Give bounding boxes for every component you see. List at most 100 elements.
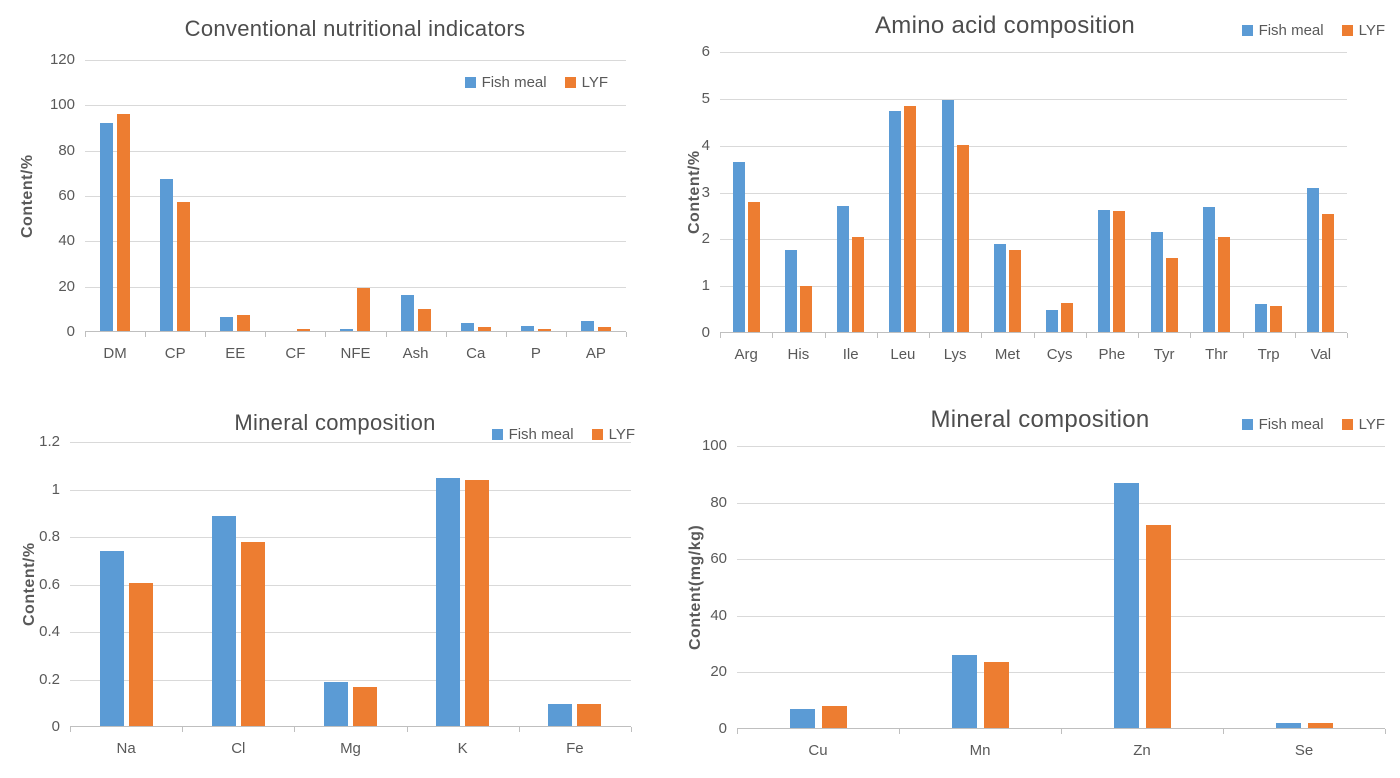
category-label-cl: Cl: [231, 740, 246, 757]
bar-fish-meal-trp: [1255, 304, 1268, 333]
bar-lyf-leu: [904, 106, 917, 333]
gridline: [720, 286, 1347, 287]
x-tick-mark: [70, 727, 71, 732]
bar-lyf-mg: [352, 687, 377, 727]
x-tick-mark: [294, 727, 295, 732]
x-tick-mark: [1190, 333, 1191, 338]
x-tick-mark: [1223, 729, 1224, 734]
bar-group-zn: [1061, 446, 1223, 729]
category-label-nfe: NFE: [340, 345, 371, 362]
legend-swatch-lyf: [1341, 25, 1353, 36]
bar-fish-meal-zn: [1113, 483, 1139, 729]
y-tick-label: 60: [710, 550, 727, 567]
y-axis-title: Content(mg/kg): [687, 524, 704, 651]
bar-group-ee: [205, 60, 265, 332]
x-tick-mark: [386, 332, 387, 337]
bar-fish-meal-ile: [837, 206, 850, 333]
gridline: [70, 490, 631, 491]
bar-lyf-ca: [477, 327, 491, 332]
category-label-cu: Cu: [808, 742, 828, 759]
bar-fish-meal-met: [993, 244, 1006, 333]
x-tick-mark: [929, 333, 930, 338]
x-tick-mark: [825, 333, 826, 338]
category-label-ca: Ca: [466, 345, 486, 362]
bar-group-cu: [737, 446, 899, 729]
x-tick-mark: [1347, 333, 1348, 338]
x-tick-mark: [626, 332, 627, 337]
category-label-his: His: [787, 346, 810, 363]
bar-group-dm: [85, 60, 145, 332]
legend-label: Fish meal: [481, 74, 547, 91]
legend-label: LYF: [581, 74, 608, 91]
bar-fish-meal-cys: [1046, 310, 1059, 333]
bar-lyf-lys: [956, 145, 969, 333]
category-label-lys: Lys: [943, 346, 967, 363]
bar-fish-meal-phe: [1098, 210, 1111, 333]
category-label-ile: Ile: [842, 346, 859, 363]
gridline: [737, 503, 1385, 504]
y-tick-label: 120: [49, 51, 75, 68]
bar-lyf-dm: [117, 114, 131, 332]
x-tick-mark: [145, 332, 146, 337]
legend-item-lyf: LYF: [1341, 416, 1385, 433]
bar-lyf-tyr: [1165, 258, 1178, 333]
x-tick-mark: [1385, 729, 1386, 734]
category-label-thr: Thr: [1205, 346, 1228, 363]
category-label-trp: Trp: [1257, 346, 1280, 363]
bar-fish-meal-cl: [211, 516, 236, 727]
x-tick-mark: [772, 333, 773, 338]
legend-item-lyf: LYF: [1341, 22, 1385, 39]
bar-lyf-val: [1322, 214, 1335, 333]
x-axis-line: [737, 728, 1385, 729]
chart-title: Mineral composition: [234, 410, 436, 435]
bar-lyf-trp: [1270, 306, 1283, 333]
category-label-se: Se: [1294, 742, 1314, 759]
bar-fish-meal-cu: [789, 709, 815, 729]
bar-fish-meal-se: [1275, 723, 1301, 729]
bar-lyf-cf: [297, 329, 311, 332]
bar-fish-meal-val: [1307, 188, 1320, 333]
y-tick-label: 20: [58, 278, 75, 295]
category-label-p: P: [530, 345, 541, 362]
y-tick-label: 100: [701, 437, 727, 454]
bar-fish-meal-his: [784, 250, 797, 333]
bar-fish-meal-na: [99, 551, 124, 727]
bar-group-cys: [1034, 52, 1086, 333]
bar-lyf-his: [799, 286, 812, 333]
bar-lyf-cl: [240, 542, 265, 727]
bar-group-lys: [929, 52, 981, 333]
bar-lyf-thr: [1217, 237, 1230, 333]
bar-lyf-ap: [597, 327, 611, 332]
bar-fish-meal-p: [520, 326, 534, 332]
y-tick-label: 80: [710, 494, 727, 511]
y-tick-label: 0.8: [39, 528, 60, 545]
legend-swatch-lyf: [1341, 419, 1353, 430]
gridline: [85, 151, 626, 152]
gridline: [70, 680, 631, 681]
category-label-val: Val: [1310, 346, 1332, 363]
category-label-cf: CF: [285, 345, 306, 362]
x-tick-mark: [1086, 333, 1087, 338]
gridline: [70, 537, 631, 538]
legend-item-lyf: LYF: [564, 74, 608, 91]
y-tick-label: 2: [701, 230, 710, 247]
bar-fish-meal-nfe: [340, 329, 354, 332]
legend-label: Fish meal: [1258, 416, 1324, 433]
bar-fish-meal-ash: [400, 295, 414, 332]
x-tick-mark: [182, 727, 183, 732]
bar-group-cl: [182, 442, 294, 727]
bar-lyf-k: [465, 480, 490, 727]
plot-area: [85, 60, 627, 337]
legend-swatch-fish-meal: [1241, 25, 1253, 36]
bar-group-nfe: [325, 60, 385, 332]
y-tick-label: 40: [710, 607, 727, 624]
category-label-ash: Ash: [402, 345, 429, 362]
gridline: [85, 105, 626, 106]
bar-fish-meal-dm: [100, 123, 114, 332]
bar-fish-meal-mg: [323, 682, 348, 727]
gridline: [737, 672, 1385, 673]
x-tick-mark: [265, 332, 266, 337]
chart-mineral-composition-4: Mineral composition Fish meal LYF Content(m…: [680, 390, 1400, 778]
y-tick-label: 1: [51, 481, 60, 498]
bar-fish-meal-thr: [1202, 207, 1215, 333]
